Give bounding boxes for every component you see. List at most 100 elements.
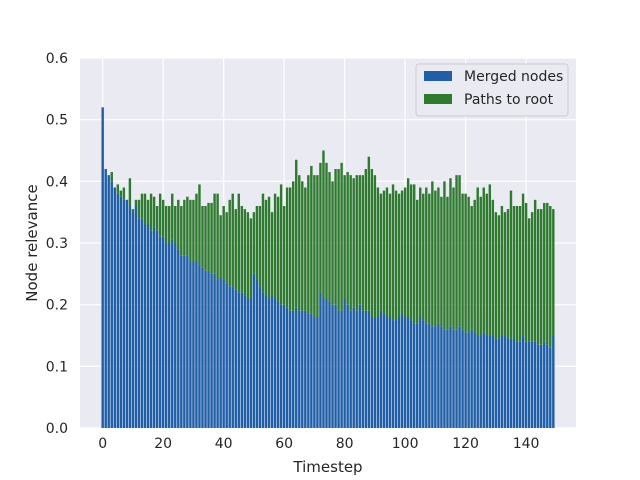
bar-paths-to-root [276,196,280,302]
bar-paths-to-root [325,162,328,299]
bar-merged-nodes [464,332,467,428]
bar-merged-nodes [125,199,129,428]
bar-merged-nodes [446,329,449,428]
bar-merged-nodes [279,304,283,428]
bar-merged-nodes [428,323,431,428]
bar-paths-to-root [476,187,479,336]
bar-paths-to-root [431,181,434,327]
bar-paths-to-root [264,199,268,296]
bar-merged-nodes [400,313,404,428]
bar-paths-to-root [140,193,144,219]
y-tick-label: 0.4 [46,174,68,190]
bar-merged-nodes [373,317,377,428]
bar-merged-nodes [509,338,513,428]
bar-merged-nodes [479,335,482,428]
bar-merged-nodes [158,236,162,428]
bar-merged-nodes [343,298,346,428]
bar-merged-nodes [307,313,310,428]
bar-paths-to-root [449,178,452,327]
bar-paths-to-root [295,159,298,308]
bar-paths-to-root [198,184,201,265]
bar-paths-to-root [161,199,165,237]
bar-merged-nodes [189,261,192,428]
bar-merged-nodes [449,326,452,428]
legend-label-paths-to-root: Paths to root [464,92,554,108]
bar-paths-to-root [252,212,256,274]
x-tick-label: 60 [275,436,293,452]
y-tick-label: 0.2 [46,298,68,314]
bar-merged-nodes [437,323,440,428]
bar-paths-to-root [518,206,522,342]
bar-paths-to-root [110,172,113,182]
bar-merged-nodes [340,310,343,428]
bar-merged-nodes [282,304,286,428]
bar-merged-nodes [533,341,537,428]
bar-paths-to-root [298,175,301,311]
bar-merged-nodes [116,193,120,428]
bar-paths-to-root [400,190,404,314]
y-tick-label: 0.1 [46,359,68,375]
bar-merged-nodes [316,317,319,428]
bar-paths-to-root [261,193,265,293]
x-tick-label: 120 [452,436,479,452]
bar-merged-nodes [540,344,543,428]
bar-paths-to-root [116,184,120,194]
bar-paths-to-root [267,196,271,299]
bar-merged-nodes [137,218,141,428]
bar-paths-to-root [171,193,174,240]
bar-merged-nodes [186,255,189,428]
bar-paths-to-root [361,175,364,311]
bar-merged-nodes [301,310,304,428]
bar-paths-to-root [131,209,135,213]
bar-paths-to-root [301,181,304,311]
bar-paths-to-root [201,206,204,268]
bar-paths-to-root [231,193,234,287]
x-tick-label: 0 [98,436,107,452]
bar-paths-to-root [322,150,325,299]
bar-paths-to-root [434,190,437,327]
legend: Merged nodes Paths to root [415,63,569,117]
bar-merged-nodes [261,292,265,428]
x-axis-label: Timestep [292,458,362,476]
bar-paths-to-root [452,187,455,330]
bar-merged-nodes [385,317,389,428]
bar-merged-nodes [536,344,540,428]
bar-paths-to-root [164,206,168,243]
bar-merged-nodes [382,313,386,428]
bar-merged-nodes [161,236,165,428]
y-tick-label: 0.6 [46,51,68,67]
bar-paths-to-root [543,202,546,342]
bar-paths-to-root [485,193,488,336]
bar-paths-to-root [168,206,171,243]
bar-merged-nodes [146,224,150,428]
bar-merged-nodes [546,344,549,428]
bar-merged-nodes [361,310,364,428]
bar-paths-to-root [394,190,398,321]
bar-paths-to-root [497,215,501,339]
bar-merged-nodes [319,292,322,428]
bar-paths-to-root [313,175,316,317]
bar-paths-to-root [455,175,458,330]
bar-merged-nodes [355,310,358,428]
bar-merged-nodes [485,335,488,428]
bar-paths-to-root [222,206,225,280]
bar-merged-nodes [482,332,485,428]
bar-merged-nodes [155,230,159,428]
y-tick-label: 0.5 [46,113,68,129]
bar-paths-to-root [177,199,180,250]
bar-paths-to-root [494,212,498,339]
bar-merged-nodes [243,295,247,428]
bar-paths-to-root [180,206,183,256]
bar-paths-to-root [446,196,449,330]
bar-paths-to-root [282,206,286,305]
bar-paths-to-root [437,187,440,324]
bar-merged-nodes [527,341,531,428]
bar-paths-to-root [549,206,552,348]
bar-paths-to-root [500,206,504,336]
bar-paths-to-root [536,209,540,345]
bar-merged-nodes [134,206,138,428]
bar-paths-to-root [530,212,534,342]
bar-merged-nodes [325,298,328,428]
bar-paths-to-root [316,175,319,317]
